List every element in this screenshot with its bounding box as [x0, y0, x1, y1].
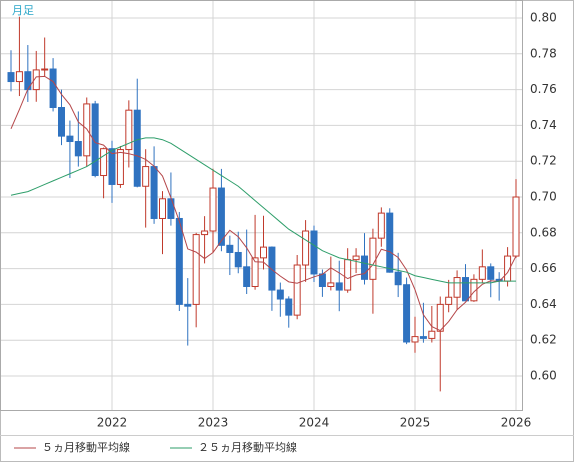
candle-body: [377, 212, 385, 239]
candle-body: [445, 296, 453, 305]
moving-average-line: [10, 137, 516, 284]
candle-body: [411, 336, 419, 343]
candle-body: [318, 273, 326, 287]
y-tick-label: 0.72: [530, 154, 557, 168]
y-tick-label: 0.62: [530, 333, 557, 347]
candle-body: [226, 244, 234, 253]
moving-average-line: [10, 75, 517, 332]
candle-body: [7, 72, 15, 83]
candle-body: [142, 166, 150, 187]
candle-body: [251, 257, 259, 287]
legend-label: ２５ヵ月移動平均線: [198, 440, 297, 454]
y-tick-label: 0.60: [530, 368, 557, 382]
candle-body: [15, 71, 23, 83]
candle-body: [285, 298, 293, 316]
candle-body: [209, 187, 217, 232]
candle-body: [394, 271, 402, 286]
x-tick-label: 2025: [400, 416, 431, 430]
y-tick-label: 0.76: [530, 82, 557, 96]
y-tick-label: 0.74: [530, 118, 557, 132]
candle-body: [192, 234, 200, 305]
candle-body: [478, 266, 486, 280]
candle-body: [217, 187, 225, 246]
candle-body: [260, 246, 267, 259]
candle-body: [512, 196, 520, 257]
candle-body: [352, 255, 360, 261]
candle-body: [133, 109, 141, 187]
candle-body: [58, 107, 65, 137]
candle-body: [419, 336, 427, 339]
x-tick-label: 2024: [299, 416, 330, 430]
candle-body: [327, 282, 335, 287]
candle-body: [184, 303, 192, 307]
candle-body: [268, 246, 276, 291]
candle-body: [74, 141, 82, 157]
x-tick-label: 2022: [97, 416, 128, 430]
candle-body: [293, 264, 301, 316]
candle-body: [41, 68, 49, 71]
candle-body: [24, 71, 32, 91]
candle-body: [125, 109, 133, 151]
candle-body: [201, 230, 209, 236]
candle-body: [66, 135, 74, 143]
y-tick-label: 0.80: [530, 11, 557, 25]
legend-label: ５ヵ月移動平均線: [42, 440, 130, 454]
candle-body: [234, 251, 242, 268]
candle-body: [276, 289, 284, 300]
candle-body: [436, 303, 444, 332]
candle-body: [32, 69, 40, 91]
candle-body: [175, 217, 183, 305]
candle-body: [462, 277, 469, 302]
candle-body: [167, 198, 175, 219]
candle-body: [386, 212, 394, 273]
candle-body: [100, 148, 108, 177]
candle-body: [403, 284, 411, 343]
candle-body: [310, 230, 318, 275]
y-tick-label: 0.70: [530, 189, 557, 203]
candle-body: [116, 149, 124, 185]
x-tick-label: 2026: [501, 416, 532, 430]
candle-body: [369, 237, 377, 280]
candle-body: [487, 266, 495, 280]
y-tick-label: 0.78: [530, 46, 557, 60]
candle-body: [335, 282, 343, 291]
candle-body: [159, 198, 166, 219]
candle-body: [344, 259, 352, 291]
candle-body: [150, 166, 158, 219]
candle-body: [361, 255, 368, 280]
candle-body: [428, 330, 436, 339]
y-tick-label: 0.66: [530, 261, 557, 275]
x-tick-label: 2023: [198, 416, 229, 430]
candle-body: [453, 277, 461, 298]
candle-body: [302, 230, 310, 266]
candle-body: [470, 278, 478, 302]
candle-body: [49, 68, 57, 109]
candle-body: [91, 103, 99, 177]
y-tick-label: 0.64: [530, 297, 557, 311]
candle-body: [243, 266, 251, 287]
y-tick-label: 0.68: [530, 225, 557, 239]
period-label: 月足: [12, 4, 34, 17]
candle-body: [108, 148, 116, 185]
